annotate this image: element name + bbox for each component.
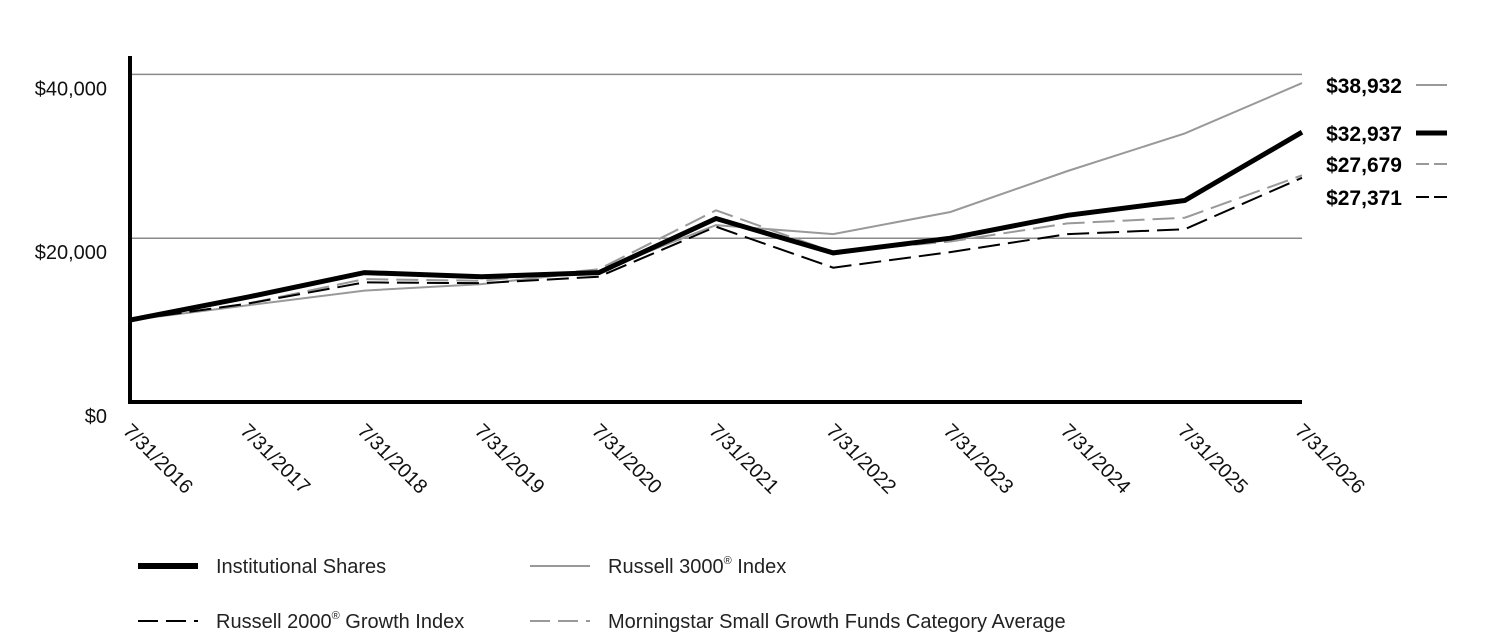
series-line-3 [129,174,1303,322]
x-tick-label: 7/31/2016 [118,420,196,498]
series-line-1 [129,82,1303,322]
x-tick-label: 7/31/2026 [1290,420,1368,498]
legend-label: Institutional Shares [216,556,386,578]
x-tick-label: 7/31/2020 [587,420,665,498]
y-tick-label: $20,000 [35,242,107,264]
x-tick-label: 7/31/2021 [704,420,782,498]
x-tick-label: 7/31/2022 [822,420,900,498]
legend-label: Russell 3000® Index [608,555,786,578]
legend-name-suffix: Index [732,556,786,578]
legend-name: Morningstar Small Growth Funds Category … [608,611,1066,633]
end-value-label: $27,679 [1326,154,1402,177]
legend-label: Russell 2000® Growth Index [216,610,464,633]
x-tick-label: 7/31/2019 [470,420,548,498]
legend-registered-mark: ® [724,555,732,567]
legend-name-suffix: Growth Index [340,611,465,633]
end-value-label: $27,371 [1326,187,1402,210]
x-tick-label: 7/31/2024 [1056,420,1134,498]
legend-name: Russell 3000 [608,556,724,578]
series-line-2 [129,176,1303,322]
x-tick-label: 7/31/2023 [939,420,1017,498]
series-line-0 [129,130,1304,323]
end-value-label: $38,932 [1326,75,1402,98]
end-value-label: $32,937 [1326,123,1402,146]
legend-name: Institutional Shares [216,556,386,578]
y-tick-label: $0 [85,406,107,428]
x-tick-label: 7/31/2017 [236,420,314,498]
legend-registered-mark: ® [332,610,340,622]
x-tick-label: 7/31/2018 [353,420,431,498]
legend-label: Morningstar Small Growth Funds Category … [608,611,1066,633]
x-tick-label: 7/31/2025 [1173,420,1251,498]
legend-name: Russell 2000 [216,611,332,633]
y-tick-label: $40,000 [35,78,107,100]
